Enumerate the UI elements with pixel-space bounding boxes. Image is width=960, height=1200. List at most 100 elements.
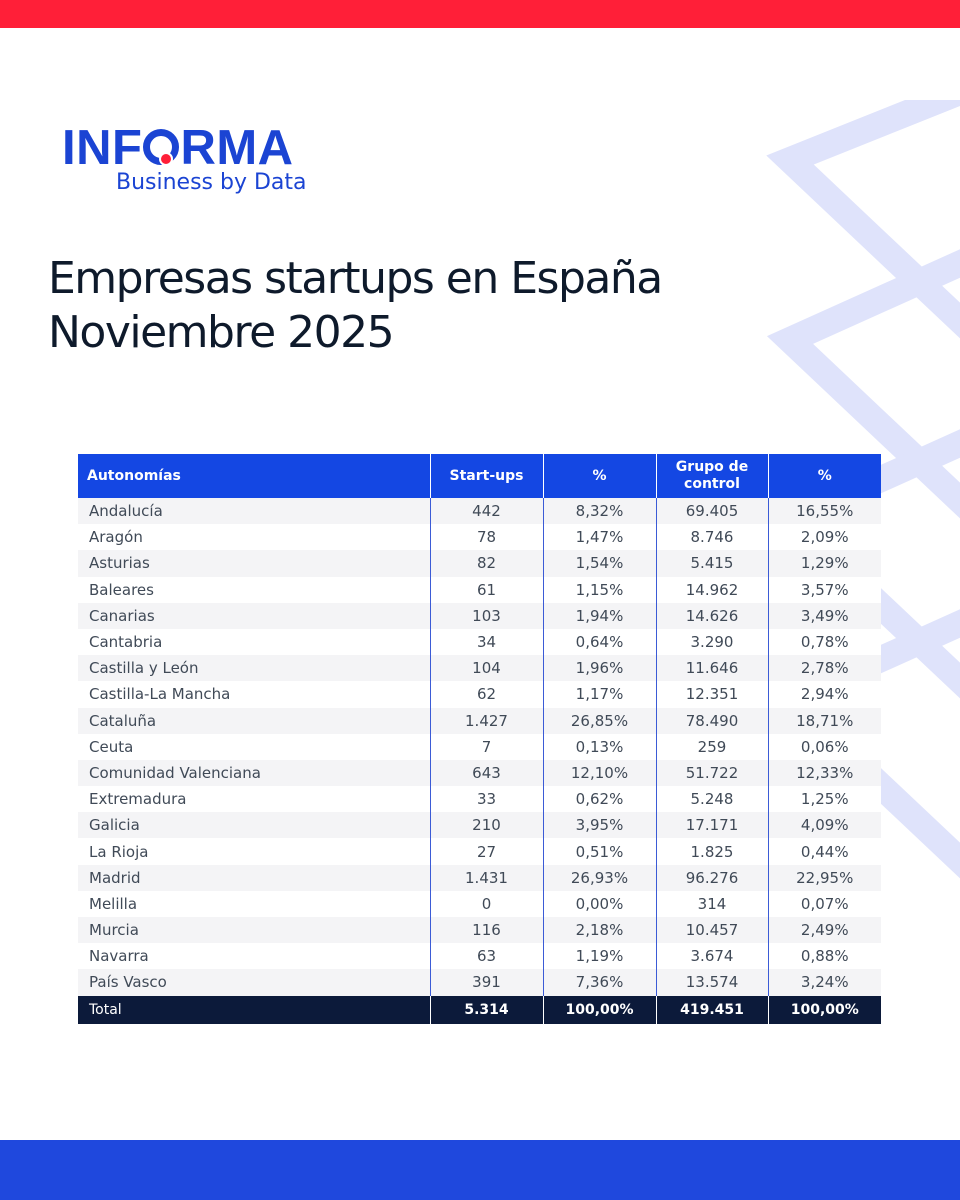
- cell-autonomia: Murcia: [78, 917, 430, 944]
- cell-grupo-control: 314: [655, 890, 768, 917]
- page-title-line1: Empresas startups en España: [48, 253, 663, 304]
- cell-autonomia: Navarra: [78, 943, 430, 970]
- cell-grupo-control-percent: 0,78%: [767, 628, 881, 656]
- cell-startups: 62: [429, 681, 543, 708]
- cell-autonomia: Cataluña: [78, 707, 430, 734]
- cell-startups: 0: [429, 890, 543, 917]
- cell-startups: 103: [429, 602, 543, 629]
- cell-grupo-control-percent: 2,49%: [767, 917, 881, 944]
- cell-startups-percent: 12,10%: [542, 759, 656, 787]
- header-grupo-control: Grupo de control: [655, 454, 768, 498]
- cell-autonomia: Baleares: [78, 576, 430, 603]
- cell-autonomia: Comunidad Valenciana: [78, 759, 430, 787]
- cell-startups: 82: [429, 550, 543, 577]
- cell-grupo-control-percent: 12,33%: [767, 759, 881, 787]
- cell-autonomia: Cantabria: [78, 628, 430, 656]
- cell-grupo-control: 259: [655, 733, 768, 760]
- cell-grupo-control: 78.490: [655, 707, 768, 734]
- cell-grupo-control-percent: 0,88%: [767, 943, 881, 970]
- cell-startups: 34: [429, 628, 543, 656]
- cell-autonomia: Galicia: [78, 812, 430, 839]
- cell-startups: 116: [429, 917, 543, 944]
- cell-startups-percent: 0,62%: [542, 786, 656, 813]
- cell-grupo-control: 51.722: [655, 759, 768, 787]
- cell-grupo-control: 13.574: [655, 969, 768, 996]
- table-row: Extremadura 33 0,62% 5.248 1,25%: [78, 786, 881, 813]
- cell-startups-percent: 1,47%: [542, 524, 656, 551]
- cell-startups-percent: 26,93%: [542, 864, 656, 891]
- cell-startups-percent: 0,13%: [542, 733, 656, 760]
- cell-grupo-control-percent: 2,94%: [767, 681, 881, 708]
- cell-grupo-control: 14.962: [655, 576, 768, 603]
- cell-grupo-control: 3.290: [655, 628, 768, 656]
- cell-autonomia: Castilla y León: [78, 655, 430, 682]
- table-row: Baleares 61 1,15% 14.962 3,57%: [78, 576, 881, 603]
- cell-autonomia: Canarias: [78, 602, 430, 629]
- total-grupo-control-percent: 100,00%: [767, 995, 881, 1024]
- header-startups: Start-ups: [429, 454, 543, 498]
- cell-startups-percent: 1,96%: [542, 655, 656, 682]
- table-row: Andalucía 442 8,32% 69.405 16,55%: [78, 498, 881, 525]
- table-header-row: Autonomías Start-ups % Grupo de control …: [78, 454, 881, 498]
- cell-startups-percent: 1,54%: [542, 550, 656, 577]
- cell-grupo-control: 8.746: [655, 524, 768, 551]
- cell-grupo-control-percent: 0,07%: [767, 890, 881, 917]
- cell-startups: 391: [429, 969, 543, 996]
- table-total-row: Total 5.314 100,00% 419.451 100,00%: [78, 995, 881, 1024]
- cell-grupo-control: 17.171: [655, 812, 768, 839]
- cell-startups-percent: 7,36%: [542, 969, 656, 996]
- cell-startups-percent: 2,18%: [542, 917, 656, 944]
- cell-autonomia: Andalucía: [78, 498, 430, 525]
- cell-startups-percent: 0,51%: [542, 838, 656, 865]
- cell-autonomia: País Vasco: [78, 969, 430, 996]
- cell-grupo-control: 5.248: [655, 786, 768, 813]
- logo-wordmark: INF RMA: [62, 122, 294, 174]
- cell-startups-percent: 26,85%: [542, 707, 656, 734]
- cell-startups: 27: [429, 838, 543, 865]
- cell-autonomia: La Rioja: [78, 838, 430, 865]
- cell-grupo-control: 12.351: [655, 681, 768, 708]
- cell-grupo-control-percent: 0,06%: [767, 733, 881, 760]
- cell-grupo-control-percent: 3,49%: [767, 602, 881, 629]
- page-title-line2: Noviembre 2025: [48, 307, 395, 358]
- total-grupo-control: 419.451: [655, 995, 768, 1024]
- cell-autonomia: Castilla-La Mancha: [78, 681, 430, 708]
- cell-startups-percent: 1,19%: [542, 943, 656, 970]
- cell-startups-percent: 8,32%: [542, 498, 656, 525]
- informa-logo: INF RMA Business by Data: [62, 122, 322, 204]
- cell-startups-percent: 3,95%: [542, 812, 656, 839]
- cell-startups: 61: [429, 576, 543, 603]
- table-row: Castilla-La Mancha 62 1,17% 12.351 2,94%: [78, 681, 881, 708]
- table-row: Cantabria 34 0,64% 3.290 0,78%: [78, 628, 881, 656]
- logo-tagline: Business by Data: [116, 170, 307, 195]
- table-row: País Vasco 391 7,36% 13.574 3,24%: [78, 969, 881, 996]
- cell-grupo-control-percent: 0,44%: [767, 838, 881, 865]
- cell-startups-percent: 1,17%: [542, 681, 656, 708]
- cell-autonomia: Ceuta: [78, 733, 430, 760]
- cell-startups: 1.431: [429, 864, 543, 891]
- cell-startups: 442: [429, 498, 543, 525]
- cell-grupo-control-percent: 2,78%: [767, 655, 881, 682]
- cell-grupo-control-percent: 2,09%: [767, 524, 881, 551]
- cell-autonomia: Madrid: [78, 864, 430, 891]
- cell-grupo-control: 10.457: [655, 917, 768, 944]
- cell-grupo-control: 11.646: [655, 655, 768, 682]
- cell-grupo-control: 5.415: [655, 550, 768, 577]
- header-grupo-control-percent: %: [767, 454, 881, 498]
- cell-grupo-control-percent: 1,29%: [767, 550, 881, 577]
- table-row: Comunidad Valenciana 643 12,10% 51.722 12,33…: [78, 759, 881, 787]
- cell-grupo-control: 3.674: [655, 943, 768, 970]
- table-row: La Rioja 27 0,51% 1.825 0,44%: [78, 838, 881, 865]
- cell-startups-percent: 1,15%: [542, 576, 656, 603]
- cell-startups: 78: [429, 524, 543, 551]
- total-label: Total: [78, 995, 430, 1024]
- cell-startups: 643: [429, 759, 543, 787]
- cell-grupo-control: 69.405: [655, 498, 768, 525]
- cell-startups: 7: [429, 733, 543, 760]
- cell-grupo-control: 1.825: [655, 838, 768, 865]
- table-row: Cataluña 1.427 26,85% 78.490 18,71%: [78, 707, 881, 734]
- top-accent-bar: [0, 0, 960, 28]
- logo-o-dot-icon: [143, 129, 180, 166]
- total-startups: 5.314: [429, 995, 543, 1024]
- logo-wordmark-end: RMA: [180, 121, 294, 175]
